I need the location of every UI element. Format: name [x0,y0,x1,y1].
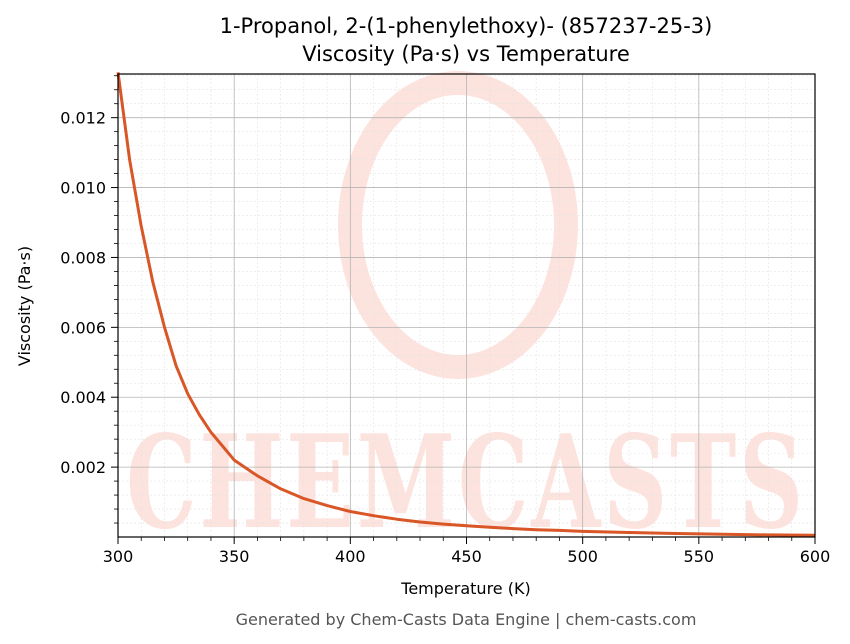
x-axis-label: Temperature (K) [400,579,530,598]
x-tick-label: 300 [103,547,134,566]
y-axis-label: Viscosity (Pa·s) [15,246,34,366]
y-tick-label: 0.008 [60,248,106,267]
watermark-ring [338,71,578,379]
y-tick-label: 0.004 [60,388,106,407]
footer-credit: Generated by Chem-Casts Data Engine | ch… [236,610,697,629]
watermark-text: CHEMCASTS [126,408,806,558]
viscosity-line [116,72,816,537]
y-tick-label: 0.012 [60,109,106,128]
x-tick-label: 400 [335,547,366,566]
chart-title: 1-Propanol, 2-(1-phenylethoxy)- (857237-… [220,14,713,38]
x-tick-label: 350 [219,547,250,566]
x-tick-label: 450 [451,547,482,566]
x-tick-label: 600 [800,547,831,566]
x-axis: 300 350 400 450 500 550 600 [103,537,831,566]
y-tick-label: 0.002 [60,458,106,477]
watermark: CHEMCASTS [126,71,806,558]
x-tick-label: 550 [684,547,715,566]
x-tick-label: 500 [567,547,598,566]
chart-subtitle: Viscosity (Pa·s) vs Temperature [302,42,630,66]
y-axis: 0.002 0.004 0.006 0.008 0.010 0.012 [60,75,118,524]
y-tick-label: 0.010 [60,179,106,198]
y-tick-label: 0.006 [60,318,106,337]
